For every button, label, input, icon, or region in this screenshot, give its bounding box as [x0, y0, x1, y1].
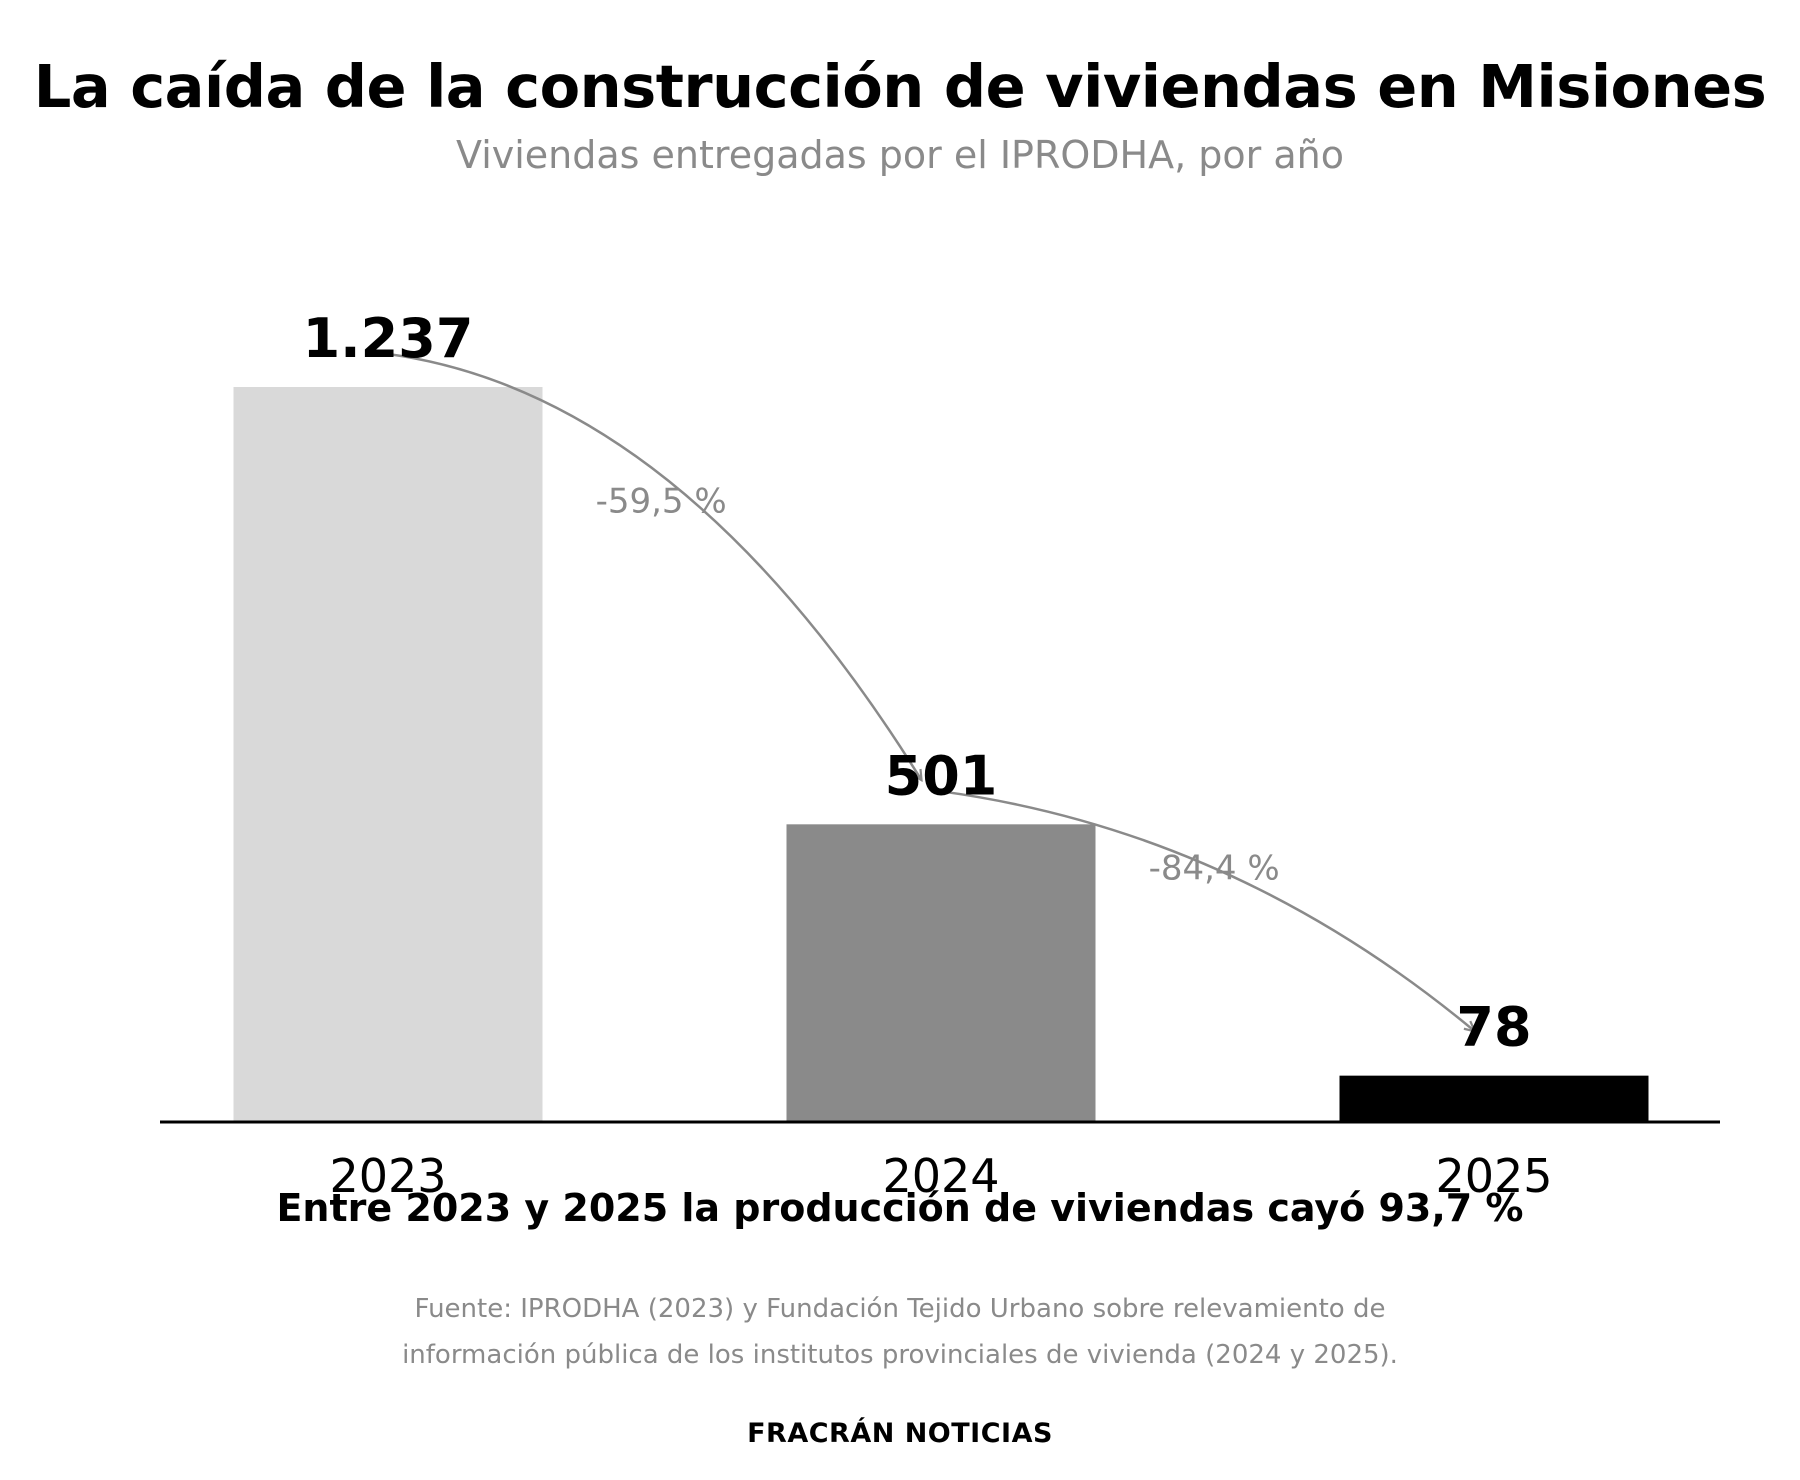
source-text: Fuente: IPRODHA (2023) y Fundación Tejid…	[0, 1286, 1800, 1378]
summary-note: Entre 2023 y 2025 la producción de vivie…	[276, 1186, 1524, 1230]
value-label-2024: 501	[885, 744, 998, 807]
value-label-2023: 1.237	[303, 307, 474, 370]
source-line: información pública de los institutos pr…	[402, 1340, 1398, 1370]
change-label-2024-2025: -84,4 %	[1149, 848, 1280, 888]
labels-layer: 1.237 501 78 2023 2024 2025 -59,5 % -84,4 %	[303, 307, 1553, 1203]
chart-subtitle: Viviendas entregadas por el IPRODHA, por…	[456, 133, 1344, 177]
change-arrow-2024-2025	[940, 790, 1474, 1030]
value-label-2025: 78	[1456, 996, 1531, 1059]
x-tick-label-2023: 2023	[329, 1149, 446, 1203]
bar-2025	[1339, 1075, 1649, 1122]
x-tick-label-2025: 2025	[1435, 1149, 1552, 1203]
bar-2023	[233, 387, 543, 1122]
source-line: Fuente: IPRODHA (2023) y Fundación Tejid…	[414, 1294, 1386, 1324]
change-arrow-2023-2024	[387, 352, 921, 779]
bars-layer	[160, 387, 1720, 1124]
change-label-2023-2024: -59,5 %	[596, 482, 727, 522]
brand-logo-text: FRACRÁN NOTICIAS	[747, 1418, 1053, 1449]
arrows-layer	[387, 352, 1474, 1031]
chart-title: La caída de la construcción de viviendas…	[33, 52, 1767, 121]
x-tick-label-2024: 2024	[882, 1149, 999, 1203]
bar-2024	[786, 824, 1096, 1122]
